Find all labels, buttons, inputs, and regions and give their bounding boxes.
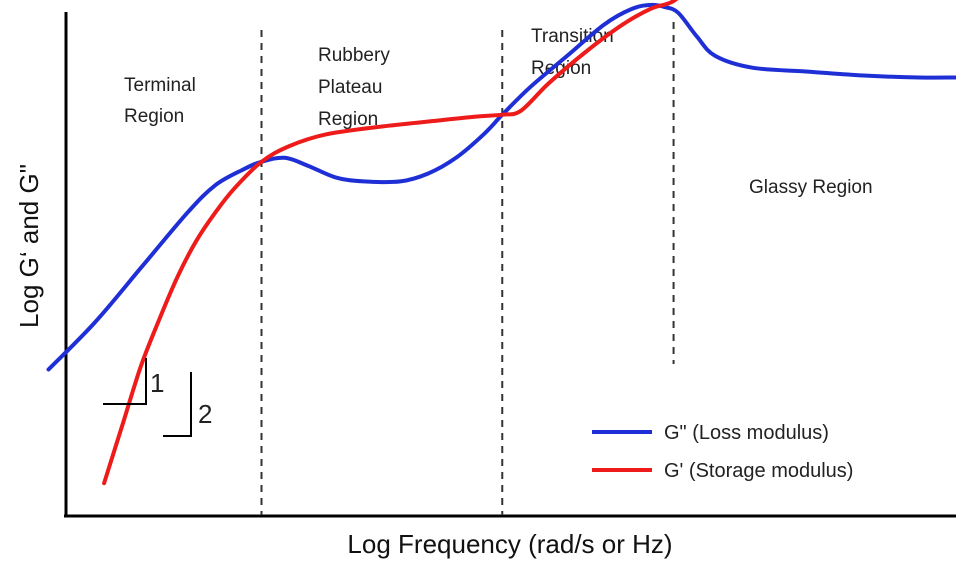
region-label-terminal-line1: Terminal xyxy=(124,75,196,96)
slope-label-1: 1 xyxy=(150,368,164,398)
region-label-glassy: Glassy Region xyxy=(749,177,873,198)
region-label-rubbery-line2: Plateau xyxy=(318,77,382,98)
legend-label-storage: G' (Storage modulus) xyxy=(664,460,853,482)
slope-triangle-2 xyxy=(163,372,192,437)
y-axis-title: Log G‘ and G" xyxy=(14,164,44,328)
region-label-rubbery-line1: Rubbery xyxy=(318,45,390,66)
region-label-rubbery: Rubbery Plateau Region xyxy=(318,45,395,130)
x-axis-title: Log Frequency (rad/s or Hz) xyxy=(347,529,672,559)
slope-triangle-1 xyxy=(103,358,147,405)
region-label-terminal: Terminal Region xyxy=(124,75,201,127)
loss-modulus-line xyxy=(46,2,956,372)
region-label-glassy-line1: Glassy Region xyxy=(749,177,873,198)
region-label-rubbery-line3: Region xyxy=(318,109,378,130)
storage-modulus-line xyxy=(102,0,679,486)
legend: G" (Loss modulus) G' (Storage modulus) xyxy=(592,422,853,482)
region-label-terminal-line2: Region xyxy=(124,106,184,127)
region-dividers xyxy=(260,22,675,515)
slope-label-2: 2 xyxy=(198,399,212,429)
legend-label-loss: G" (Loss modulus) xyxy=(664,422,829,444)
